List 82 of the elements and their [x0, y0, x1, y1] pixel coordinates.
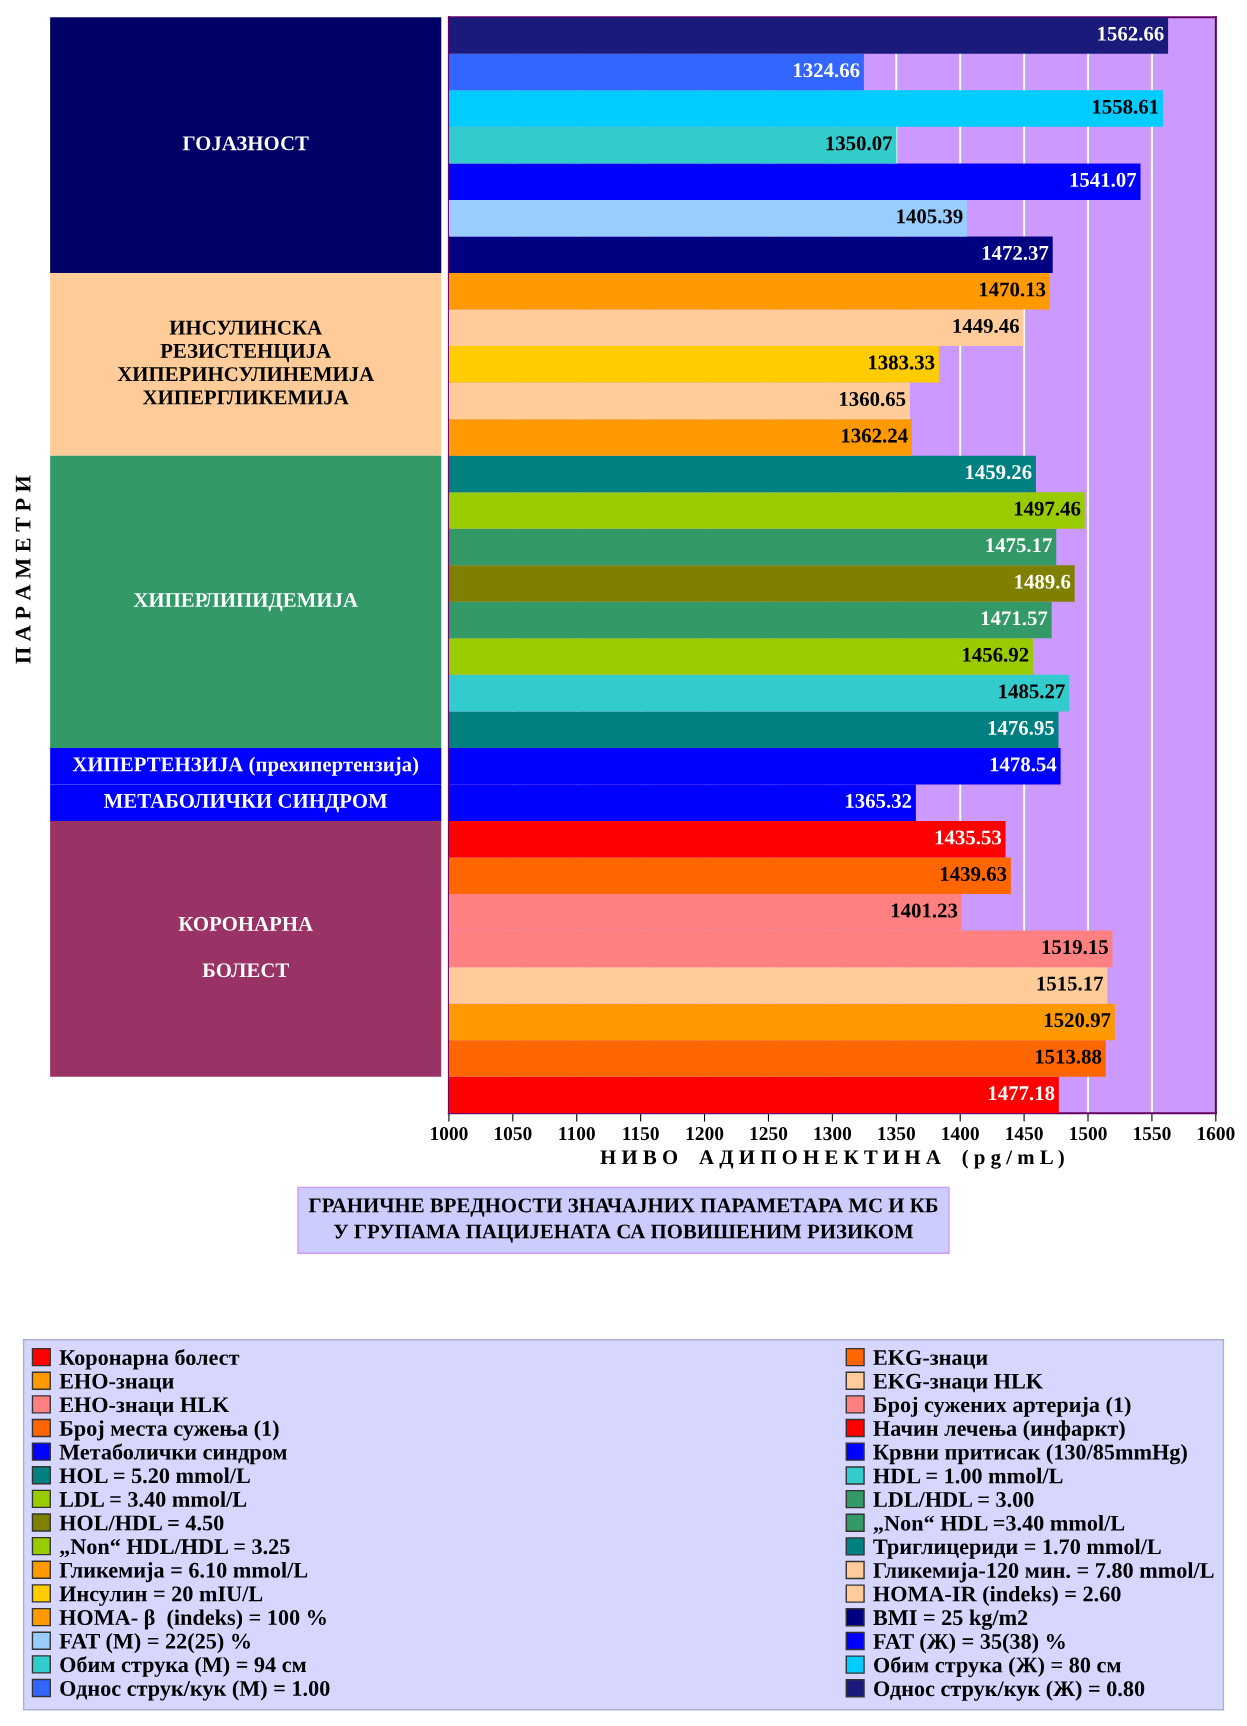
data-label: 1362.24	[842, 428, 908, 443]
data-label: 1449.46	[953, 319, 1019, 334]
text: ГРАНИЧНЕ ВРЕДНОСТИ ЗНАЧАЈНИХ ПАРАМЕТАРА МС И КБ У ГРУПАМА ПАЦИЈЕНАТА СА ПОВИШЕНИМ РИЗИКОМ	[308, 1198, 938, 1243]
data-label: 1520.97	[1044, 1013, 1111, 1028]
x-tick-label: 1500	[1070, 1127, 1107, 1141]
x-tick-label: 1450	[1006, 1127, 1043, 1141]
data-label: 1365.32	[845, 793, 912, 809]
x-tick-label: 1150	[623, 1127, 659, 1141]
data-label: 1541.07	[1070, 172, 1137, 187]
legend-label: Триглицериди = 1.70 mmol/L	[873, 1538, 1161, 1559]
legend-label: LDL/HDL = 3.00	[873, 1492, 1034, 1508]
data-label: 1562.66	[1098, 26, 1164, 41]
legend-label: Гликемија = 6.10 mmol/L	[59, 1562, 308, 1583]
legend-label: Метаболички синдром	[59, 1443, 287, 1465]
x-tick-label: 1550	[1134, 1127, 1171, 1141]
data-label: 1515.17	[1037, 976, 1104, 991]
data-label: 1439.63	[940, 867, 1007, 882]
x-tick-label: 1300	[814, 1127, 852, 1141]
x-tick-label: 1600	[1197, 1127, 1235, 1141]
data-label: 1324.66	[794, 63, 860, 78]
legend-label: Гликемија-120 мин. = 7.80 mmol/L	[873, 1562, 1214, 1583]
data-label: 1471.57	[981, 611, 1048, 626]
data-label: 1519.15	[1042, 940, 1108, 955]
data-label: 1350.07	[826, 136, 893, 151]
data-label: 1435.53	[935, 830, 1002, 845]
x-tick-label: 1200	[686, 1127, 724, 1141]
legend-label: Начин лечења (инфаркт)	[873, 1420, 1125, 1441]
data-label: 1472.37	[982, 245, 1049, 261]
x-tick-label: 1000	[431, 1127, 468, 1141]
data-label: 1478.54	[990, 757, 1057, 772]
data-label: 1405.39	[897, 209, 963, 224]
data-label: 1401.23	[891, 903, 958, 918]
legend-label: FAT (M) = 22(25) %	[59, 1633, 250, 1654]
legend-label: ЕНО-знаци	[59, 1373, 174, 1393]
data-label: 1383.33	[869, 355, 935, 370]
legend-label: HDL = 1.00 mmol/L	[873, 1467, 1063, 1484]
legend-label: HOMA- β (indeks) = 100 %	[59, 1609, 326, 1630]
legend-label: ЕНО-знаци HLK	[59, 1397, 230, 1416]
data-label: 1360.65	[840, 392, 906, 407]
legend-label: Коронарна болест	[59, 1348, 240, 1370]
legend-label: LDL = 3.40 mmol/L	[59, 1491, 247, 1507]
legend-label: Обим струка (Ж) = 80 см	[874, 1656, 1121, 1678]
x-tick-label: 1100	[559, 1127, 595, 1141]
data-label: 1476.95	[988, 720, 1054, 735]
legend-label: Обим струка (М) = 94 см	[60, 1656, 307, 1677]
legend-label: HOL/HDL = 4.50	[59, 1515, 224, 1531]
x-tick-label: 1350	[878, 1127, 915, 1141]
legend-label: Однос струк/кук (Ж) = 0.80	[874, 1680, 1145, 1701]
data-label: 1489.6	[1015, 574, 1071, 589]
x-tick-label: 1400	[942, 1127, 979, 1141]
text: ХИПЕРЛИПИДЕМИЈА	[133, 593, 358, 612]
legend-label: Однос струк/кук (М) = 1.00	[60, 1680, 330, 1701]
x-tick-label: 1050	[494, 1127, 532, 1141]
data-label: 1513.88	[1035, 1049, 1102, 1064]
text: МЕТАБОЛИЧКИ СИНДРОМ	[104, 793, 388, 813]
data-label: 1475.17	[986, 538, 1052, 553]
data-label: 1456.92	[963, 647, 1029, 662]
data-label: 1485.27	[999, 684, 1065, 699]
data-label: 1459.26	[966, 465, 1032, 480]
legend-label: FAT (Ж) = 35(38) %	[873, 1633, 1065, 1654]
legend-label: Број места сужења (1)	[59, 1420, 279, 1441]
legend-label: Крвни притисак (130/85mmHg)	[873, 1443, 1187, 1465]
data-label: 1477.18	[988, 1086, 1055, 1101]
legend-label: HOL = 5.20 mmol/L	[59, 1467, 250, 1484]
data-label: 1497.46	[1014, 501, 1081, 516]
text: ИНСУЛИНСКА РЕЗИСТЕНЦИЈА ХИПЕРИНСУЛИНЕМИЈА ХИПЕРГЛИКЕМИЈА	[117, 320, 375, 405]
legend-label: „Non“ HDL/HDL = 3.25	[59, 1539, 290, 1558]
text: П А Р А М Е Т Р И	[15, 475, 31, 664]
data-label: 1470.13	[979, 282, 1046, 297]
legend-label: EKG-знаци	[873, 1350, 988, 1369]
legend-label: EKG-знаци HLK	[873, 1373, 1043, 1393]
legend-label: HOMA-IR (indeks) = 2.60	[873, 1585, 1121, 1607]
text: КОРОНАРНА БОЛЕСТ	[178, 916, 313, 978]
legend-label: BMI = 25 kg/m2	[873, 1609, 1028, 1630]
x-tick-label: 1250	[750, 1127, 788, 1141]
legend-label: Инсулин = 20 mIU/L	[59, 1586, 263, 1606]
legend-label: „Non“ HDL =3.40 mmol/L	[873, 1515, 1125, 1534]
legend-label: Број сужених артерија (1)	[873, 1396, 1131, 1417]
text: ХИПЕРТЕНЗИЈА (прехипертензија)	[72, 756, 419, 776]
text: ГОЈАЗНОСТ	[182, 136, 309, 151]
x-axis-title: Н И В О А Д И П О Н Е К Т И Н А ( p g / m L )	[600, 1149, 1064, 1169]
data-label: 1558.61	[1093, 99, 1159, 114]
